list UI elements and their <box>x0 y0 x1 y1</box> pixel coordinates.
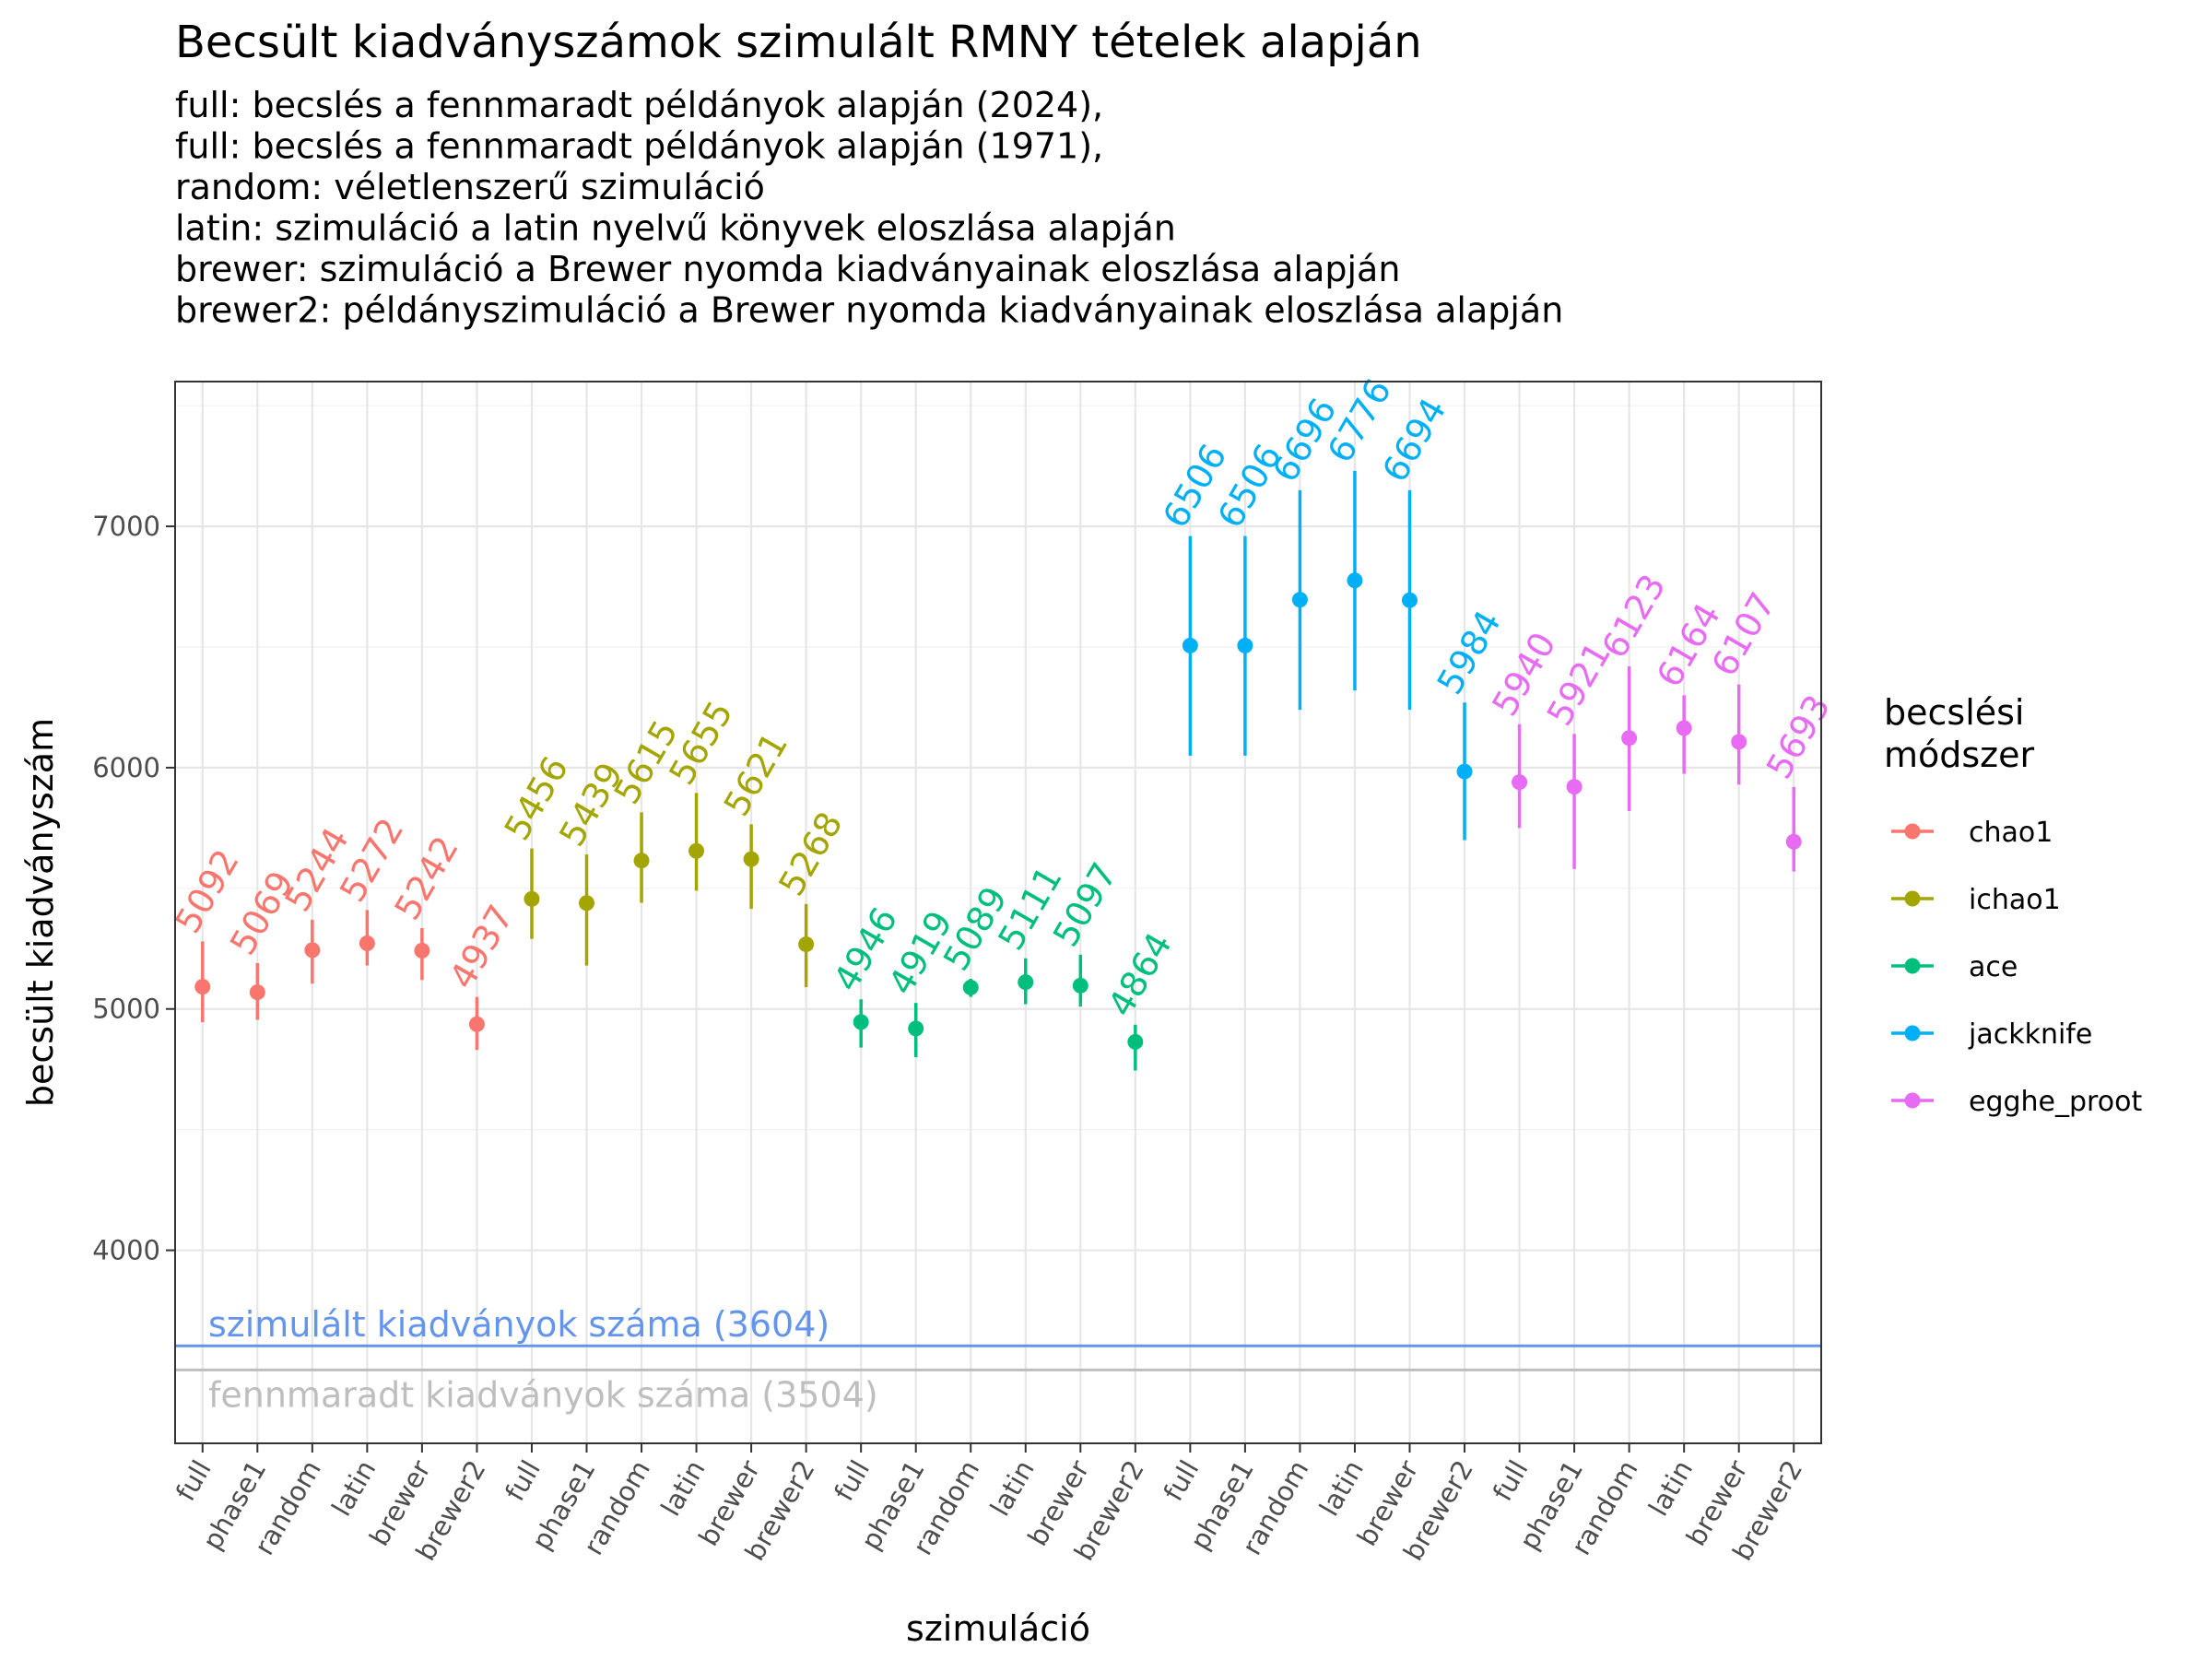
x-tick-label: full <box>1487 1455 1535 1507</box>
data-point <box>798 936 815 953</box>
legend-title: módszer <box>1884 735 2035 775</box>
y-tick-label: 6000 <box>92 752 160 783</box>
subtitle-line: brewer2: példányszimuláció a Brewer nyom… <box>175 290 1563 331</box>
y-tick-label: 4000 <box>92 1235 160 1266</box>
legend-label: ace <box>1969 951 2018 983</box>
subtitle-line: latin: szimuláció a latin nyelvű könyvek… <box>175 208 1176 249</box>
subtitle-line: full: becslés a fennmaradt példányok ala… <box>175 85 1103 125</box>
legend-key-point <box>1904 890 1921 907</box>
subtitle-line: random: véletlenszerű szimuláció <box>175 167 765 207</box>
x-tick-label: latin <box>654 1455 711 1522</box>
data-point <box>1127 1033 1144 1050</box>
legend-item-ichao1: ichao1 <box>1891 884 2061 916</box>
data-point <box>743 851 759 867</box>
plot-panel <box>175 382 1821 1443</box>
data-point <box>1018 974 1034 991</box>
data-point <box>908 1020 924 1037</box>
data-point <box>1456 763 1473 780</box>
x-tick-label: latin <box>1313 1455 1370 1522</box>
data-point <box>1731 734 1747 750</box>
legend-label: ichao1 <box>1969 884 2061 916</box>
legend-label: chao1 <box>1969 817 2053 849</box>
data-point <box>1072 977 1088 994</box>
data-point <box>1402 592 1418 608</box>
data-point <box>579 895 594 912</box>
x-tick-label: latin <box>325 1455 382 1522</box>
data-point <box>962 979 979 995</box>
data-point <box>1512 774 1528 791</box>
subtitle-line: brewer: szimuláció a Brewer nyomda kiadv… <box>175 249 1400 289</box>
data-point <box>1785 833 1802 850</box>
x-tick-label: full <box>1158 1455 1206 1507</box>
legend-key-point <box>1904 958 1921 974</box>
data-point <box>1291 592 1308 608</box>
y-axis-title: becsült kiadványszám <box>20 718 61 1107</box>
legend-label: egghe_proot <box>1969 1086 2142 1118</box>
data-point <box>414 942 430 959</box>
data-point <box>1347 572 1363 589</box>
data-point <box>1566 779 1583 795</box>
legend-item-ace: ace <box>1891 951 2018 983</box>
x-tick-label: full <box>499 1455 547 1507</box>
data-point <box>194 979 211 995</box>
data-point <box>1621 730 1638 747</box>
data-point <box>304 942 321 959</box>
legend-item-egghe_proot: egghe_proot <box>1891 1086 2142 1118</box>
data-point <box>359 935 375 952</box>
reference-lines: szimulált kiadványok száma (3604) fennmar… <box>175 1304 1821 1415</box>
legend-key-point <box>1904 1092 1921 1109</box>
reference-line-label: fennmaradt kiadványok száma (3504) <box>208 1374 878 1415</box>
reference-line-label: szimulált kiadványok száma (3604) <box>208 1304 830 1345</box>
data-point <box>688 842 705 859</box>
x-tick-label: latin <box>1642 1455 1699 1522</box>
data-point <box>1182 637 1198 653</box>
data-point <box>853 1014 869 1030</box>
x-tick-label: full <box>828 1455 876 1507</box>
legend-key-point <box>1904 1025 1921 1041</box>
y-tick-label: 7000 <box>92 511 160 542</box>
chart-subtitle: full: becslés a fennmaradt példányok ala… <box>175 85 1563 331</box>
legend-item-jackknife: jackknife <box>1891 1018 2092 1051</box>
panel-border <box>174 381 1822 1444</box>
data-point <box>1676 720 1692 736</box>
legend-key-point <box>1904 823 1921 840</box>
legend-item-chao1: chao1 <box>1891 817 2053 849</box>
subtitle-line: full: becslés a fennmaradt példányok ala… <box>175 126 1103 167</box>
y-tick-label: 5000 <box>92 994 160 1025</box>
legend-title: becslési <box>1884 692 2024 733</box>
chart-title: Becsült kiadványszámok szimulált RMNY té… <box>175 17 1422 68</box>
x-tick-label: full <box>170 1455 218 1507</box>
data-point <box>249 984 265 1001</box>
data-point <box>1237 637 1253 653</box>
x-tick-label: latin <box>984 1455 1041 1522</box>
data-point <box>633 853 650 869</box>
y-axis: 4000 5000 6000 7000 <box>92 511 175 1266</box>
x-axis-title: szimuláció <box>906 1608 1090 1649</box>
legend-label: jackknife <box>1968 1018 2092 1051</box>
data-point <box>524 890 540 907</box>
data-point <box>468 1016 485 1032</box>
